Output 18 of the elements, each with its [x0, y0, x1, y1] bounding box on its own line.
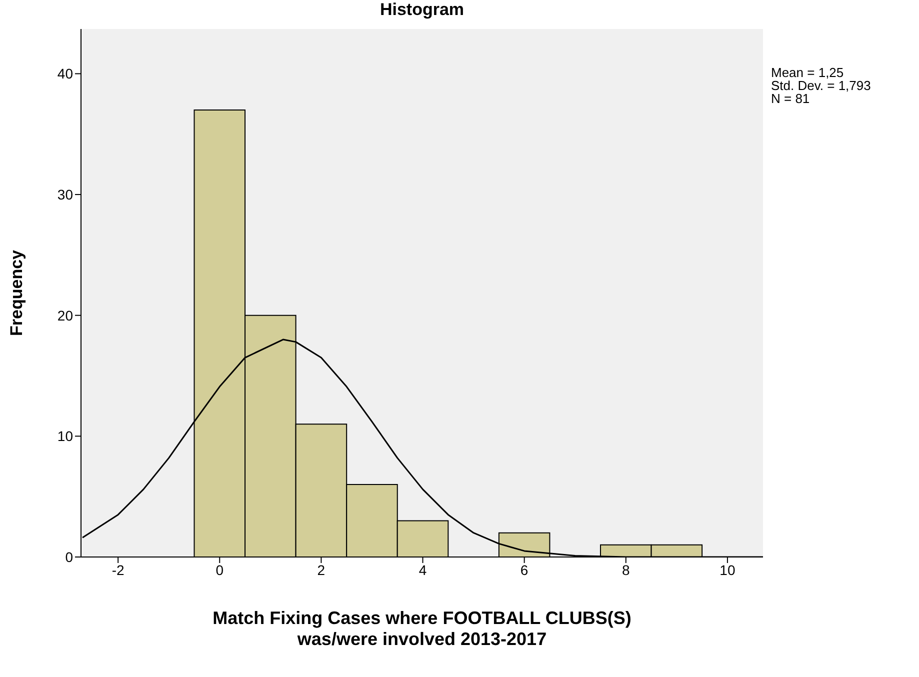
text: N = 81 — [771, 91, 811, 106]
y-tick-label: 20 — [57, 307, 74, 324]
y-axis-title: Frequency — [7, 249, 26, 336]
y-tick-label: 40 — [57, 66, 74, 82]
x-tick-label: 4 — [418, 562, 427, 578]
y-tick-label: 10 — [57, 428, 74, 444]
x-tick-label: 10 — [720, 562, 736, 578]
x-tick-label: 2 — [317, 562, 326, 578]
text: Std. Dev. = 1,793 — [771, 78, 871, 93]
y-tick-label: 30 — [57, 186, 74, 202]
x-tick-label: 8 — [622, 562, 630, 578]
x-axis-title: Match Fixing Cases where FOOTBALL CLUBS(S) was/were involved 2013-2017 — [212, 608, 632, 650]
x-tick-label: 6 — [520, 562, 528, 578]
chart-title: Histogram — [378, 0, 466, 20]
x-tick-label: 0 — [216, 562, 224, 578]
x-tick-label: -2 — [112, 562, 125, 578]
y-tick-label: 0 — [65, 548, 74, 565]
text: Mean = 1,25 — [771, 65, 845, 80]
